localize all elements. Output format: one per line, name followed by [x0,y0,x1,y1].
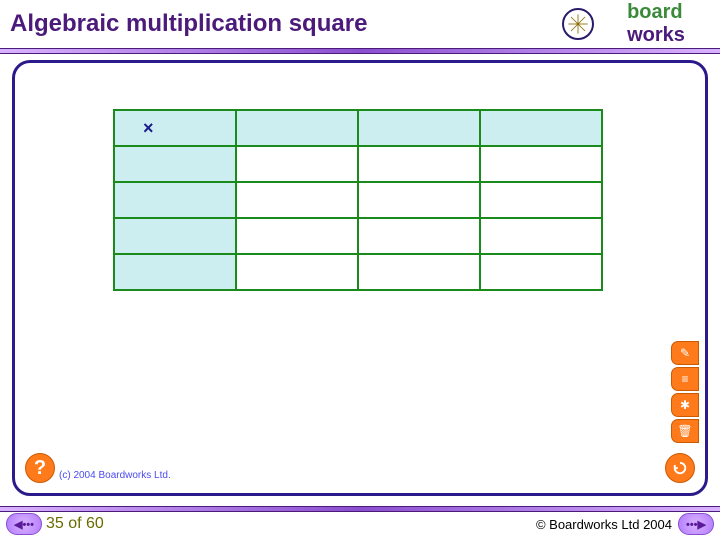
prev-button[interactable]: ◀••• [6,513,42,535]
grid-cell[interactable] [236,182,358,218]
tool-bin[interactable]: 🗑 [671,419,699,443]
grid-row-header[interactable] [114,254,236,290]
grid-col-header[interactable] [358,110,480,146]
grid-col-header[interactable] [236,110,358,146]
grid-cell[interactable] [236,146,358,182]
grid-cell[interactable] [236,254,358,290]
mult-table: × [113,109,603,291]
page-counter: 35 of 60 [46,515,104,533]
undo-icon [671,459,689,477]
stripes-icon: ≡ [681,372,688,386]
footer-left: ◀••• 35 of 60 [6,513,104,535]
tool-stripes[interactable]: ≡ [671,367,699,391]
tool-eraser[interactable]: ✎ [671,341,699,365]
header-bar: Algebraic multiplication square board wo… [0,0,720,48]
grid-cell[interactable] [358,182,480,218]
grid-cell[interactable] [480,218,602,254]
content-frame: × [12,60,708,496]
inner-copyright: (c) 2004 Boardworks Ltd. [59,470,171,481]
grid-cell[interactable] [480,146,602,182]
footer-copyright: © Boardworks Ltd 2004 [536,517,672,532]
help-icon: ? [34,457,46,480]
grid-col-header[interactable] [480,110,602,146]
grid-row-header[interactable] [114,182,236,218]
target-icon: ✱ [680,398,690,412]
chevron-right-icon: •••▶ [686,518,706,531]
footer-right: © Boardworks Ltd 2004 •••▶ [536,513,714,535]
reset-button[interactable] [665,453,695,483]
multiplication-grid: × [113,109,603,291]
grid-corner: × [114,110,236,146]
grid-row-header[interactable] [114,218,236,254]
grid-cell[interactable] [358,254,480,290]
grid-cell[interactable] [480,182,602,218]
eraser-icon: ✎ [680,346,690,360]
bin-icon: 🗑 [677,424,692,438]
logo: board works [598,2,714,46]
footer-bar: ◀••• 35 of 60 © Boardworks Ltd 2004 •••▶ [0,508,720,540]
next-button[interactable]: •••▶ [678,513,714,535]
grid-cell[interactable] [236,218,358,254]
tool-target[interactable]: ✱ [671,393,699,417]
tool-palette: ✎ ≡ ✱ 🗑 [671,341,701,443]
grid-cell[interactable] [480,254,602,290]
logo-text: board works [627,1,685,47]
top-divider [0,48,720,54]
grid-cell[interactable] [358,218,480,254]
page-title: Algebraic multiplication square [10,10,367,38]
clock-icon[interactable] [562,8,594,40]
grid-row-header[interactable] [114,146,236,182]
help-button[interactable]: ? [25,453,55,483]
chevron-left-icon: ◀••• [14,518,34,531]
grid-cell[interactable] [358,146,480,182]
